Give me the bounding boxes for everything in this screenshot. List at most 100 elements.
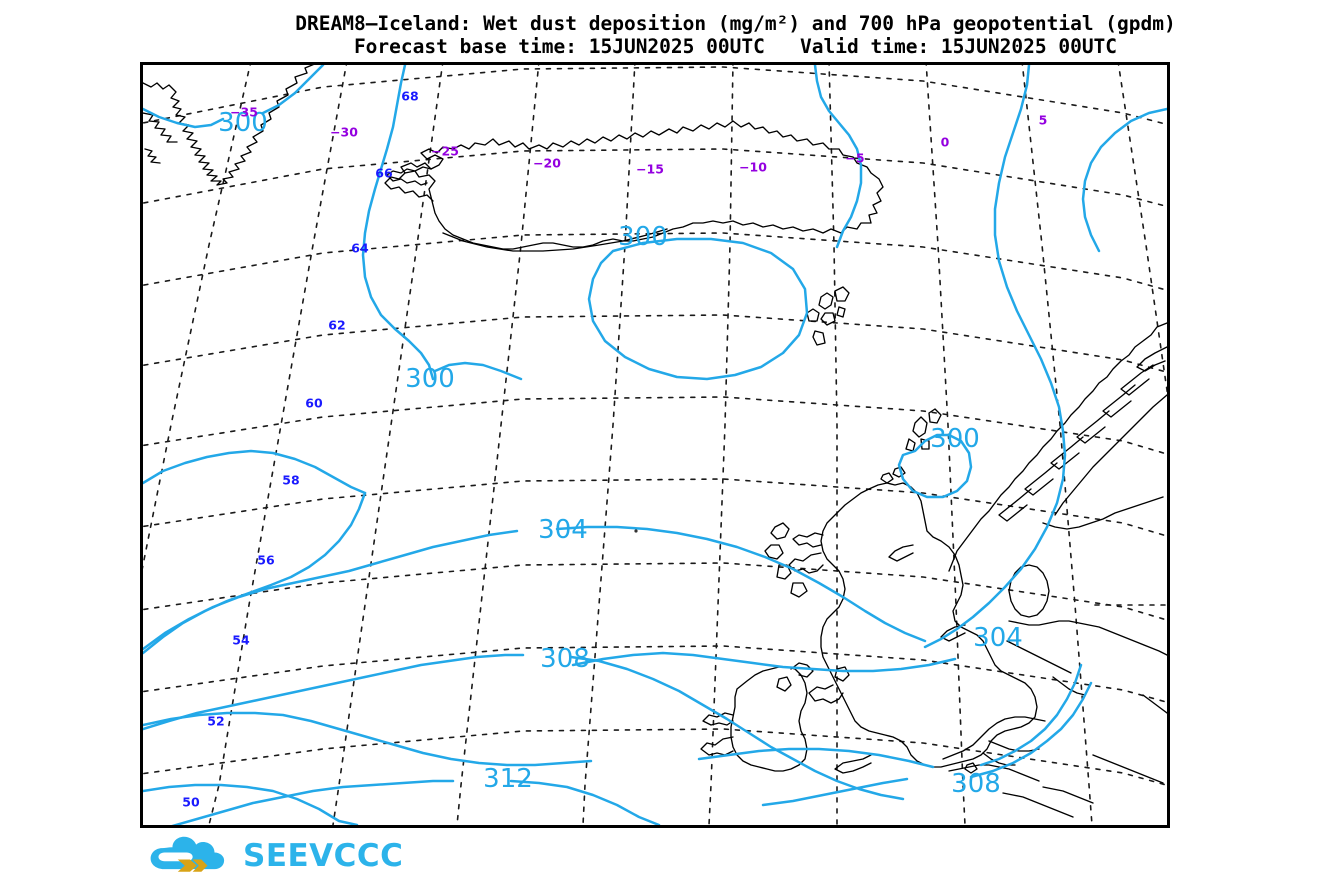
chart-title-block: DREAM8—Iceland: Wet dust deposition (mg/… [148, 12, 1323, 58]
contour-300-greenland [143, 107, 225, 129]
contour-304-channel-left [697, 747, 935, 769]
contour-308-se-right [969, 681, 1093, 779]
coastlines [143, 65, 1167, 818]
contour-300-iceland-west [361, 65, 435, 381]
coastline-greenland-islets [144, 148, 161, 164]
contour-label-308-atlantic: 308 [540, 644, 590, 674]
coastline-scotland-west [792, 532, 824, 548]
coastline-isle-of-man [834, 666, 850, 682]
coastline-norway-fjord-detail-3 [1102, 384, 1136, 418]
coastline-france-seine [988, 740, 1040, 752]
contour-300-greenland-b [261, 65, 325, 115]
coastline-ireland-lough [776, 676, 792, 692]
contour-304-left [143, 529, 519, 651]
page-subtitle: Forecast base time: 15JUN2025 00UTC Vali… [353, 35, 1118, 58]
graticule-parallels [143, 66, 1167, 787]
logo-wordmark: SEEVCCC [243, 837, 404, 874]
longitude-label-m15: −15 [636, 161, 664, 177]
contour-312-left [171, 779, 455, 825]
coastline-norway-inner [1054, 394, 1167, 516]
latitude-label-58: 58 [282, 472, 300, 488]
coastline-continent-rhine [1052, 676, 1086, 696]
coastline-ireland-west-bays [702, 712, 734, 726]
contour-label-300-greenland: 300 [218, 108, 268, 138]
coastline-continent-north [1008, 620, 1167, 656]
contour-312-lower [143, 783, 359, 825]
coastline-norway-fjord-detail-4 [1076, 410, 1110, 444]
coastline-hebrides-1 [770, 522, 790, 540]
coastline-faroe-islands [806, 286, 850, 346]
latitude-label-56: 56 [257, 552, 275, 568]
latitude-label-64: 64 [351, 240, 369, 256]
coastline-france-channel [942, 716, 1046, 760]
coastline-wales [808, 684, 844, 704]
contour-300-midatlantic-left [143, 449, 367, 495]
contour-300-midatlantic-right [433, 361, 523, 381]
coastline-great-britain [820, 482, 1038, 768]
coastline-gb-east-humber [940, 624, 966, 642]
coastline-hebrides-4 [790, 582, 808, 598]
latitude-label-54: 54 [232, 632, 250, 648]
contour-304-ireland-sw [143, 711, 593, 767]
latitude-label-62: 62 [328, 317, 346, 333]
coastline-cornwall [834, 754, 872, 774]
contour-308-left [143, 653, 525, 731]
latitude-label-50: 50 [182, 794, 200, 810]
coastline-norway-fjord-detail [1136, 346, 1167, 372]
coastline-france-brittany [948, 764, 1040, 782]
coastline-scotland-firths [888, 544, 914, 562]
contour-label-308-england: 308 [951, 769, 1001, 799]
longitude-label-m10: −10 [739, 159, 767, 175]
map-panel: 300 300 300 300 304 304 308 308 312 −35 … [140, 62, 1170, 828]
longitude-label-m35: −35 [230, 104, 258, 120]
contour-304-right [555, 525, 927, 643]
coastline-continent-e [1142, 694, 1167, 714]
coastline-norway-fjord-detail-5 [1050, 436, 1084, 470]
coastline-hebrides-2 [764, 544, 784, 560]
contour-304-ireland-north [571, 651, 957, 673]
coastline-iceland-nw-detail [384, 172, 434, 202]
coastline-iceland-westfjords [386, 166, 432, 186]
coastline-norway-fjord-detail-2 [1120, 364, 1154, 396]
contour-308-se-left [761, 777, 909, 807]
cloud-arrow-icon [150, 836, 225, 872]
contour-label-312-sw: 312 [483, 764, 533, 794]
longitude-label-0: 0 [940, 134, 950, 150]
contour-label-300-midatlantic: 300 [405, 364, 455, 394]
graticule-meridians [143, 65, 1167, 825]
longitude-label-m25: −25 [431, 143, 459, 159]
coastline-continent-nl [1006, 640, 1072, 674]
seevccc-logo: SEEVCCC [146, 834, 403, 878]
contour-label-300-shetland: 300 [930, 424, 980, 454]
longitude-label-m20: −20 [533, 155, 561, 171]
coastline-ireland [730, 666, 808, 772]
coastline-iceland [400, 120, 884, 250]
coastline-norway-skagerrak [1042, 496, 1164, 530]
map-clip: 300 300 300 300 304 304 308 308 312 [143, 65, 1167, 825]
map-graphics: 300 300 300 300 304 304 308 308 312 [143, 65, 1167, 825]
longitude-label-5: 5 [1038, 112, 1048, 128]
longitude-label-m5: −5 [845, 150, 865, 166]
contour-label-300-iceland: 300 [618, 222, 668, 252]
coastline-norway [948, 322, 1167, 572]
contour-300-topright [1081, 107, 1167, 253]
coastline-continent-se [1092, 754, 1164, 784]
contour-300-shetland-low [897, 433, 973, 499]
contour-312-right [509, 779, 661, 825]
coastline-norway-fjord-detail-6 [1024, 462, 1058, 496]
contour-label-304-atlantic: 304 [538, 515, 588, 545]
latitude-label-52: 52 [207, 713, 225, 729]
contour-300-closed-low-iceland [587, 237, 809, 381]
coastline-norway-fjord-detail-7 [998, 488, 1032, 522]
contour-300-norway-arc [813, 65, 863, 249]
coastline-france-south [1002, 792, 1074, 818]
contour-label-304-channel: 304 [973, 623, 1023, 653]
contour-308-right [569, 655, 905, 801]
coastline-denmark [1008, 564, 1050, 618]
geopotential-contours [143, 65, 1167, 825]
coastline-iceland-southcoast [442, 228, 668, 252]
coastline-france-interior [1042, 786, 1094, 804]
map-marker-dot [634, 529, 638, 533]
coastline-greenland [143, 65, 314, 186]
